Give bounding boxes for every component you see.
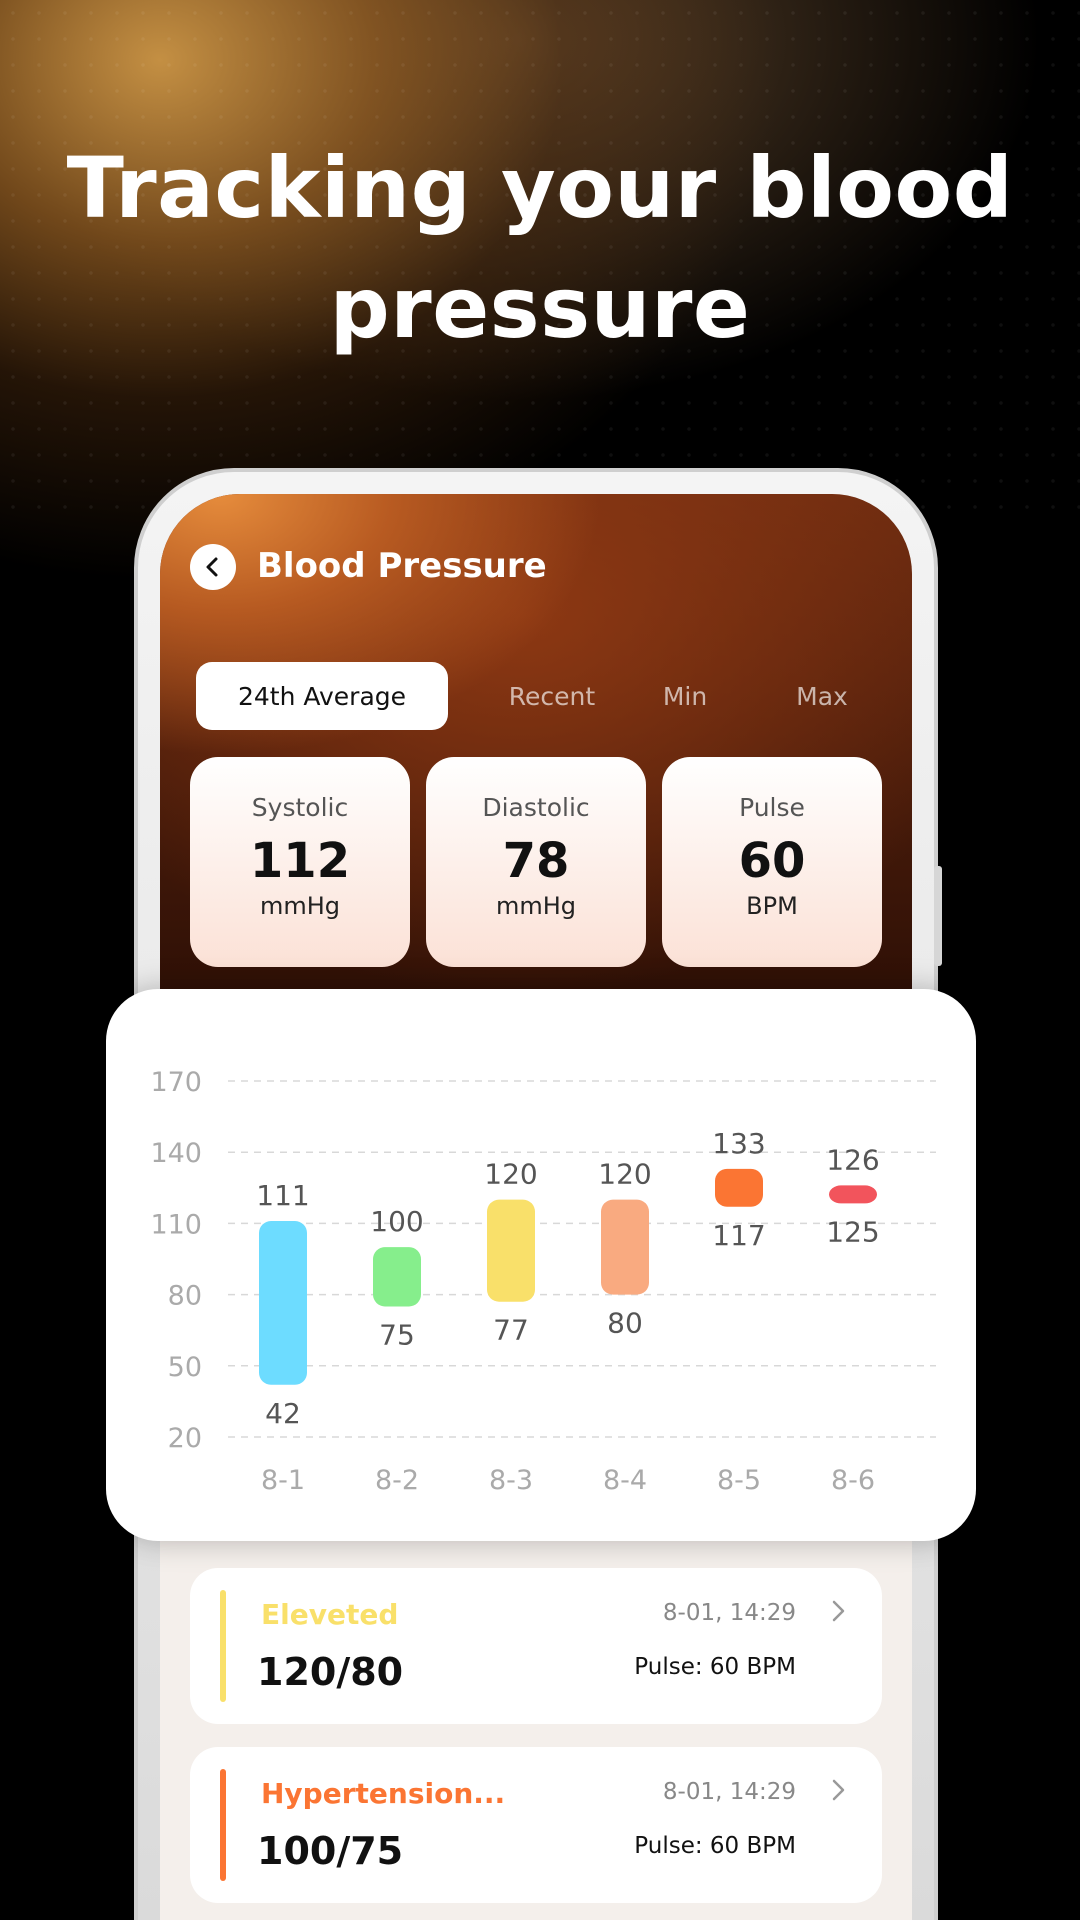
x-tick-label: 8-4 [603,1465,647,1496]
low-value-label: 75 [379,1318,415,1351]
tab-recent[interactable]: Recent [508,681,596,711]
tab-min[interactable]: Min [662,681,708,711]
range-bar [487,1199,535,1302]
stat-label: Pulse [739,793,805,822]
x-tick-label: 8-1 [261,1465,305,1496]
x-tick-label: 8-2 [375,1465,419,1496]
record-reading: 120/80 [257,1650,404,1694]
x-tick-label: 8-3 [489,1465,533,1496]
chevron-right-icon [832,1779,845,1801]
record-reading: 100/75 [257,1829,404,1873]
stat-unit: mmHg [495,892,577,920]
record-pulse: Pulse: 60 BPM [634,1654,796,1680]
tab-24th-average[interactable]: 24th Average [196,662,448,730]
diastolic-card: Diastolic 78 mmHg [426,757,646,967]
record-item[interactable]: Eleveted 120/80 8-01, 14:29 Pulse: 60 BP… [190,1568,882,1724]
chart-card: 170 140 110 80 50 20 111 42 8-1 100 75 8-2 120 77 8-3 1… [106,989,976,1541]
record-status: Hypertension... [261,1777,506,1810]
high-value-label: 120 [598,1158,651,1191]
status-indicator-bar [220,1590,226,1702]
stat-label: Systolic [251,793,349,822]
high-value-label: 100 [370,1205,423,1238]
low-value-label: 77 [493,1314,529,1347]
high-value-label: 120 [484,1158,537,1191]
stat-value: 112 [249,833,351,889]
y-tick-label: 140 [150,1138,202,1169]
record-item[interactable]: Hypertension... 100/75 8-01, 14:29 Pulse… [190,1747,882,1903]
chevron-right-icon [832,1600,845,1622]
range-bar [829,1185,877,1204]
high-value-label: 126 [826,1143,879,1176]
screen-title: Blood Pressure [257,546,547,586]
stat-label: Diastolic [482,793,590,822]
low-value-label: 42 [265,1397,301,1430]
phone-side-button [934,866,942,966]
background-dot-pattern [0,0,1080,520]
blood-pressure-chart: 170 140 110 80 50 20 111 42 8-1 100 75 8-2 120 77 8-3 1… [150,1067,936,1496]
range-bar [601,1199,649,1295]
stat-value: 78 [502,833,570,889]
range-bar [715,1168,763,1207]
high-value-label: 133 [712,1127,765,1160]
record-pulse: Pulse: 60 BPM [634,1833,796,1859]
headline: Tracking your blood pressure [66,139,1014,357]
low-value-label: 125 [826,1215,879,1248]
pulse-card: Pulse 60 BPM [662,757,882,967]
high-value-label: 111 [256,1179,309,1212]
systolic-card: Systolic 112 mmHg [190,757,410,967]
record-time: 8-01, 14:29 [662,1600,796,1626]
y-tick-label: 20 [168,1423,202,1454]
y-tick-label: 110 [150,1209,202,1240]
y-tick-label: 170 [150,1067,202,1098]
status-indicator-bar [220,1769,226,1881]
stat-unit: mmHg [259,892,341,920]
chevron-left-icon [206,557,218,577]
y-tick-label: 50 [168,1352,202,1383]
record-status: Eleveted [261,1598,399,1631]
low-value-label: 80 [607,1307,643,1340]
back-button[interactable] [190,544,236,590]
stat-value: 60 [738,833,806,889]
range-bar [373,1247,421,1307]
x-tick-label: 8-5 [717,1465,761,1496]
record-time: 8-01, 14:29 [662,1779,796,1805]
stat-unit: BPM [746,892,798,920]
range-bar [259,1221,307,1385]
x-tick-label: 8-6 [831,1465,875,1496]
tab-max[interactable]: Max [796,681,848,711]
y-tick-label: 80 [168,1281,202,1312]
low-value-label: 117 [712,1219,765,1252]
